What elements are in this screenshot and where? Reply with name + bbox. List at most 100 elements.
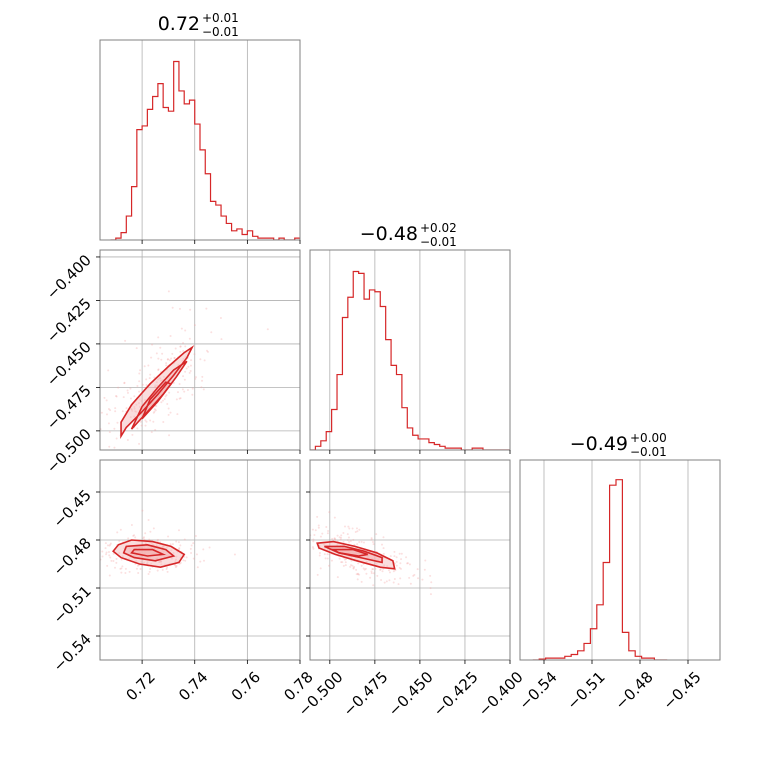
histogram-bin [391,365,396,450]
scatter-point [342,532,345,535]
scatter-point [159,377,162,380]
scatter-point [115,557,118,560]
scatter-point [170,357,173,360]
scatter-point [136,564,139,567]
scatter-point [285,523,287,525]
axis-frame [99,459,301,661]
contour-line-level-1 [316,540,396,570]
scatter-point [108,574,111,577]
scatter-point [121,555,124,558]
scatter-point [383,564,386,567]
scatter-point [160,563,163,566]
scatter-point [87,563,89,565]
scatter-point [120,571,123,574]
scatter-point [397,583,400,586]
scatter-point [196,566,199,569]
scatter-point [104,542,107,545]
scatter-point [154,409,157,412]
scatter-point [144,532,147,535]
scatter-point [200,386,203,389]
scatter-point [152,411,155,414]
scatter-point [156,384,159,387]
scatter-point [175,555,178,558]
scatter-point [165,546,168,549]
scatter-point [351,564,354,567]
histogram-bin [147,109,152,240]
histogram-bin [603,562,609,660]
scatter-point [105,399,108,402]
scatter-point [372,540,375,543]
scatter-point [346,539,349,542]
title-value: −0.48 [360,223,418,245]
scatter-point [305,542,307,544]
scatter-point [92,441,94,443]
scatter-point [176,391,179,394]
scatter-point [381,570,384,573]
scatter-point [319,535,322,538]
scatter-point [179,345,182,348]
scatter-point [175,540,178,543]
scatter-point [183,378,186,381]
scatter-point [412,574,415,577]
scatter-point [114,455,116,457]
scatter-point [160,401,163,404]
scatter-point [133,405,136,408]
scatter-point [165,567,168,570]
scatter-point [165,394,168,397]
scatter-point [167,290,170,293]
scatter-point [169,411,172,414]
scatter-point [137,402,140,405]
histogram-bin [158,84,163,240]
scatter-point [145,384,148,387]
scatter-point [383,581,386,584]
scatter-point [135,559,138,562]
scatter-point [307,545,309,547]
scatter-point [313,534,316,537]
scatter-point [124,339,127,342]
scatter-point [398,566,401,569]
scatter-point [291,537,293,539]
scatter-point [134,410,137,413]
scatter-point [137,571,140,574]
scatter-point [395,560,398,563]
scatter-point [145,378,148,381]
scatter-point [173,357,176,360]
plot-area [285,511,433,596]
scatter-point [340,534,343,537]
scatter-point [171,306,174,309]
scatter-point [191,387,194,390]
scatter-point [140,560,143,563]
scatter-point [121,410,124,413]
scatter-point [107,407,110,410]
scatter-point [147,518,150,521]
scatter-point [381,543,384,546]
scatter-point [163,398,166,401]
scatter-point [325,526,328,529]
scatter-point [145,420,148,423]
scatter-point [326,553,329,556]
scatter-point [161,352,164,355]
scatter-point [395,556,398,559]
x-tick-label: −0.425 [430,668,482,720]
scatter-point [356,578,359,581]
scatter-point [356,573,359,576]
panel-title-p2: −0.48 +0.02 −0.01 [360,221,457,249]
scatter-point [339,538,342,541]
scatter-point [182,357,185,360]
title-upper-error: +0.02 [420,221,457,235]
scatter-point [105,413,108,416]
scatter-point [153,376,156,379]
x-tick-label: −0.450 [385,668,437,720]
scatter-point [150,431,153,434]
histogram-bin [221,216,226,240]
scatter-point [167,407,170,410]
scatter-point [138,372,141,375]
scatter-point [155,352,158,355]
scatter-point [182,350,185,353]
scatter-point [153,408,156,411]
scatter-point [374,567,377,570]
scatter-point [314,529,317,532]
x-tick-label: 0.72 [123,668,159,704]
scatter-point [161,568,164,571]
scatter-point [333,537,336,540]
